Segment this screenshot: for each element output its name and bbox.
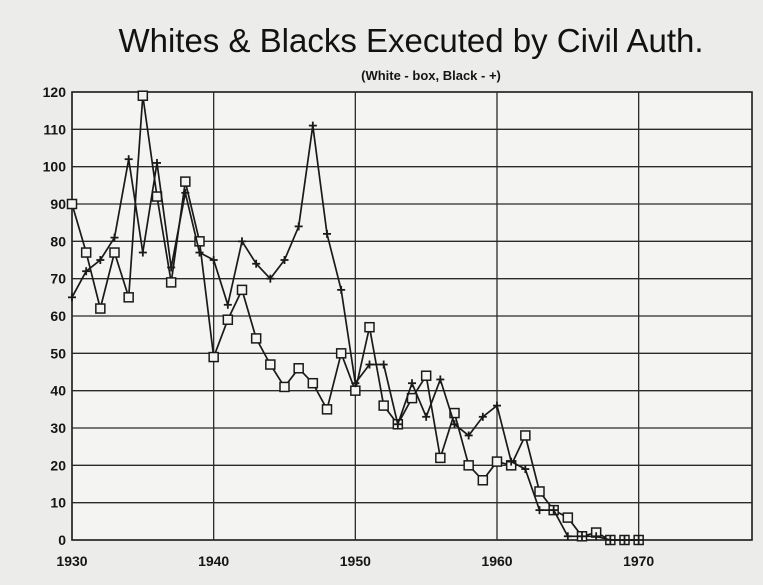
plus-marker — [379, 360, 388, 369]
plus-marker — [464, 431, 473, 440]
x-tick-label: 1960 — [481, 553, 512, 569]
plus-marker — [563, 532, 572, 541]
plus-marker — [634, 536, 643, 544]
plus-marker — [195, 248, 204, 257]
box-marker — [307, 377, 319, 389]
box-marker — [250, 333, 262, 344]
box-marker — [534, 486, 545, 497]
box-marker — [477, 475, 489, 486]
y-tick-label: 120 — [43, 84, 67, 100]
plus-marker — [549, 506, 558, 515]
chart-subtitle: (White - box, Black - +) — [361, 68, 501, 83]
x-tick-label: 1940 — [198, 553, 229, 569]
chart-title: Whites & Blacks Executed by Civil Auth. — [118, 22, 703, 59]
box-marker — [137, 90, 149, 101]
y-tick-label: 60 — [50, 308, 66, 324]
plus-marker — [181, 188, 190, 197]
y-tick-label: 20 — [50, 457, 66, 473]
y-tick-label: 30 — [50, 420, 66, 436]
box-marker — [321, 404, 333, 415]
box-marker — [66, 198, 78, 210]
box-marker — [123, 292, 134, 303]
y-tick-label: 50 — [50, 345, 66, 361]
plus-marker — [124, 155, 133, 164]
plus-marker — [110, 233, 119, 242]
box-marker — [95, 303, 106, 314]
plus-marker — [606, 536, 615, 544]
box-marker — [350, 385, 361, 396]
plus-marker — [507, 457, 516, 466]
plus-marker — [365, 360, 374, 369]
plus-marker — [82, 267, 91, 276]
x-tick-label: 1950 — [340, 553, 371, 569]
plus-marker — [422, 412, 431, 421]
box-marker — [180, 176, 191, 187]
plus-marker — [308, 121, 317, 130]
box-marker — [236, 284, 248, 296]
y-tick-label: 10 — [50, 495, 66, 511]
plus-marker — [252, 259, 261, 268]
plus-marker — [223, 300, 232, 309]
box-marker — [80, 247, 92, 258]
box-marker — [378, 400, 389, 411]
box-marker — [222, 314, 234, 325]
plus-marker — [266, 274, 275, 283]
series-layer — [66, 90, 644, 546]
plus-marker — [238, 237, 246, 246]
box-marker — [165, 277, 177, 288]
plus-marker — [96, 256, 105, 264]
plus-marker — [294, 222, 303, 231]
box-marker — [491, 456, 503, 467]
x-tick-label: 1970 — [623, 553, 654, 569]
y-tick-label: 80 — [50, 233, 66, 249]
box-marker — [335, 348, 347, 359]
plus-marker — [521, 465, 530, 474]
plus-marker — [153, 158, 161, 167]
plus-marker — [408, 379, 416, 388]
plus-marker — [280, 256, 289, 264]
plus-marker — [323, 229, 331, 238]
y-tick-label: 40 — [50, 383, 66, 399]
box-marker — [194, 236, 205, 247]
box-marker — [520, 430, 531, 441]
y-tick-label: 90 — [50, 196, 66, 212]
box-marker — [109, 247, 120, 258]
plus-marker — [478, 412, 487, 421]
y-tick-label: 0 — [58, 532, 66, 548]
plus-marker — [167, 263, 176, 272]
plus-marker — [450, 420, 459, 429]
box-marker — [265, 359, 276, 370]
box-marker — [449, 407, 460, 419]
box-marker — [463, 460, 474, 471]
y-tick-label: 70 — [50, 271, 66, 287]
x-tick-label: 1930 — [56, 553, 87, 569]
box-marker — [420, 370, 432, 381]
axis-labels: 0 10 20 30 40 50 60 70 80 90 100 110 120 1930 1940 1950… — [43, 84, 655, 569]
plus-marker — [393, 420, 402, 429]
y-tick-label: 110 — [43, 121, 66, 137]
plus-marker — [209, 256, 218, 264]
plus-marker — [493, 401, 501, 410]
plus-marker — [578, 532, 586, 541]
box-marker — [279, 381, 290, 393]
plus-marker — [620, 536, 629, 544]
plus-marker — [68, 293, 76, 302]
box-marker — [151, 191, 163, 202]
box-marker — [364, 321, 375, 333]
plus-marker — [138, 248, 147, 257]
y-tick-label: 100 — [43, 159, 67, 175]
plus-marker — [592, 532, 601, 541]
box-marker — [435, 452, 446, 464]
box-marker — [562, 512, 574, 523]
plus-marker — [535, 506, 544, 515]
box-marker — [208, 351, 219, 363]
plus-marker — [337, 285, 346, 294]
plus-marker — [436, 375, 445, 384]
box-marker — [293, 363, 304, 374]
plus-marker — [351, 379, 360, 388]
box-marker — [406, 392, 418, 404]
